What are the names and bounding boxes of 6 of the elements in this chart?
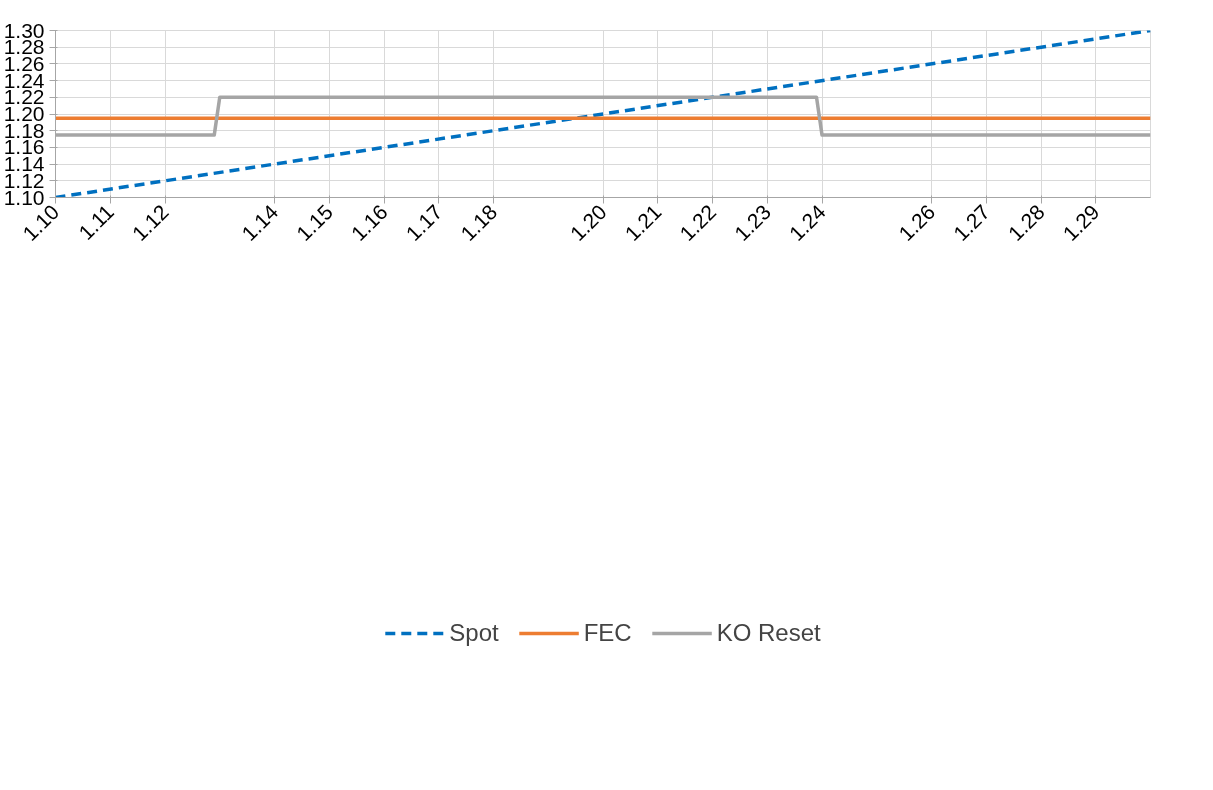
x-tick-label: 1.11 — [73, 200, 119, 245]
legend-label: FEC — [583, 619, 632, 647]
legend-label: KO Reset — [716, 619, 821, 647]
x-tick-label: 1.21 — [620, 200, 666, 246]
x-tick-label: 1.29 — [1058, 200, 1104, 246]
legend-label: Spot — [449, 619, 499, 647]
